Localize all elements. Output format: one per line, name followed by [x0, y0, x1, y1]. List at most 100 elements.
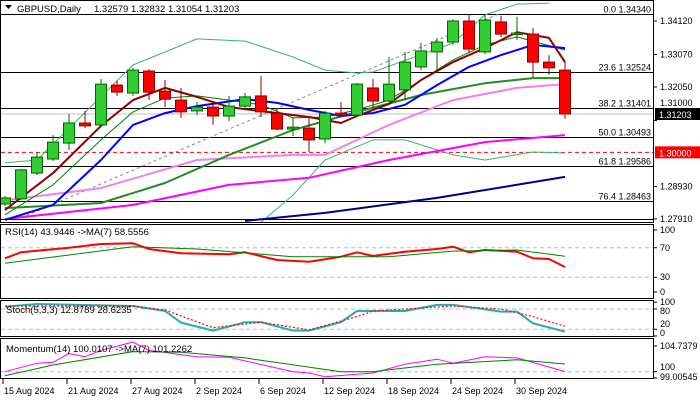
date-tick-label: 27 Aug 2024 — [132, 386, 183, 396]
fib-level-label: 76.4 1.28463 — [598, 192, 651, 202]
fib-level-label: 50.0 1.30493 — [598, 128, 651, 138]
candle-body — [255, 95, 267, 113]
price-tick-label: 1.33070 — [660, 49, 693, 59]
candle-body — [335, 112, 347, 116]
date-tick-label: 2 Sep 2024 — [196, 386, 242, 396]
candle-body — [223, 105, 235, 117]
price-tick-label: 1.28930 — [660, 181, 693, 191]
axis-tick-label: 104.7379 — [660, 341, 698, 351]
bearish-candle — [463, 13, 475, 53]
bullish-candle — [127, 67, 139, 96]
stochastic-plot — [1, 303, 653, 333]
axis-tick-label: 20 — [660, 319, 670, 329]
indicator-line — [4, 43, 566, 221]
price-plot — [1, 2, 653, 222]
bullish-candle — [511, 16, 523, 41]
axis-tick-label: 80 — [660, 306, 670, 316]
fib-level-label: 23.6 1.32524 — [598, 63, 651, 73]
candle-body — [383, 83, 395, 102]
axis-tick-label: 99.00545 — [660, 372, 698, 382]
bearish-candle — [111, 80, 123, 96]
price-tick-label: 1.34120 — [660, 16, 693, 26]
bullish-candle — [447, 19, 459, 45]
fibonacci-levels[interactable]: 0.0 1.34340 23.6 1.32524 38.2 1.31401 50.0 … — [1, 5, 653, 220]
candle-body — [527, 33, 539, 63]
bullish-candle — [351, 83, 363, 117]
bearish-candle — [367, 79, 379, 109]
bearish-candle — [303, 117, 315, 153]
candle-body — [431, 41, 443, 53]
bearish-candle — [559, 62, 571, 119]
candle-body — [511, 32, 523, 36]
current-price-badge-text: 1.31203 — [659, 110, 692, 120]
level-1-30-badge — [655, 146, 700, 159]
date-tick-label: 6 Sep 2024 — [260, 386, 306, 396]
indicator-series-line — [4, 303, 566, 333]
axis-tick-label: 0 — [660, 328, 665, 338]
indicator-series-line — [4, 341, 566, 378]
bullish-candle — [399, 51, 411, 101]
triangle-down-icon[interactable] — [5, 5, 12, 9]
momentum-panel[interactable]: Momentum(14) 100.0107 ->MA(7) 101.2262 1… — [0, 338, 698, 383]
candle-body — [447, 20, 459, 43]
bearish-candle — [207, 103, 219, 125]
bullish-candle — [239, 93, 251, 109]
bullish-candle — [15, 168, 27, 201]
indicator-line — [260, 139, 566, 222]
date-tick-label: 24 Sep 2024 — [452, 386, 503, 396]
current-price-badge — [655, 107, 700, 120]
price-axis: 1.34120 1.33070 1.32050 1.31000 1.28930 1.279… — [653, 16, 700, 224]
candle-body — [303, 127, 315, 141]
indicator-line — [244, 175, 566, 222]
candle-body — [175, 99, 187, 113]
candle-body — [127, 69, 139, 94]
axis-tick-label: 100 — [660, 297, 675, 307]
candle-body — [31, 156, 43, 174]
date-tick-label: 18 Sep 2024 — [388, 386, 439, 396]
axis-tick-label: 100 — [660, 225, 675, 235]
bullish-candle — [383, 57, 395, 102]
indicator-line — [4, 83, 566, 202]
candle-body — [479, 19, 491, 53]
candle-body — [463, 20, 475, 50]
candle-body — [95, 83, 107, 126]
candle-body — [63, 122, 75, 144]
indicator-series-line — [4, 351, 566, 377]
candle-body — [367, 87, 379, 102]
indicator-series-line — [5, 305, 566, 331]
bullish-candle — [31, 152, 43, 175]
candle-body — [47, 141, 59, 160]
symbol-title: GBPUSD,Daily — [17, 4, 81, 15]
rsi-panel[interactable]: RSI(14) 43.9446 ->MA(7) 58.5556 100 70 30 0 — [0, 224, 676, 299]
indicator-series-line — [4, 246, 566, 264]
candle-body — [1, 197, 11, 205]
fib-level-label: 0.0 1.34340 — [603, 5, 651, 15]
bearish-candle — [79, 110, 91, 129]
stochastic-label: Stoch(5,3,3) 12.8789 28.6235 — [6, 305, 132, 316]
axis-tick-label: 0 — [660, 287, 665, 297]
candle-body — [351, 83, 363, 116]
price-tick-label: 1.31000 — [660, 98, 693, 108]
axis-tick-label: 70 — [660, 243, 670, 253]
price-tick-label: 1.27910 — [660, 214, 693, 224]
bullish-candle — [415, 42, 427, 71]
bearish-candle — [271, 108, 283, 131]
main-price-panel[interactable]: 0.0 1.34340 23.6 1.32524 38.2 1.31401 50.0 … — [0, 0, 700, 224]
bullish-candle — [223, 95, 235, 122]
indicator-line — [4, 134, 566, 220]
bullish-candle — [431, 37, 443, 73]
bearish-candle — [527, 28, 539, 78]
date-tick-label: 12 Sep 2024 — [324, 386, 375, 396]
axis-tick-label: 100 — [660, 362, 675, 372]
fib-level-label: 38.2 1.31401 — [598, 99, 651, 109]
bearish-candle — [255, 76, 267, 117]
momentum-label: Momentum(14) 100.0107 ->MA(7) 101.2262 — [6, 344, 192, 355]
candle-body — [15, 169, 27, 200]
candle-body — [287, 126, 299, 130]
price-tick-label: 1.32050 — [660, 82, 693, 92]
fib-level-label: 61.8 1.29586 — [598, 157, 651, 167]
